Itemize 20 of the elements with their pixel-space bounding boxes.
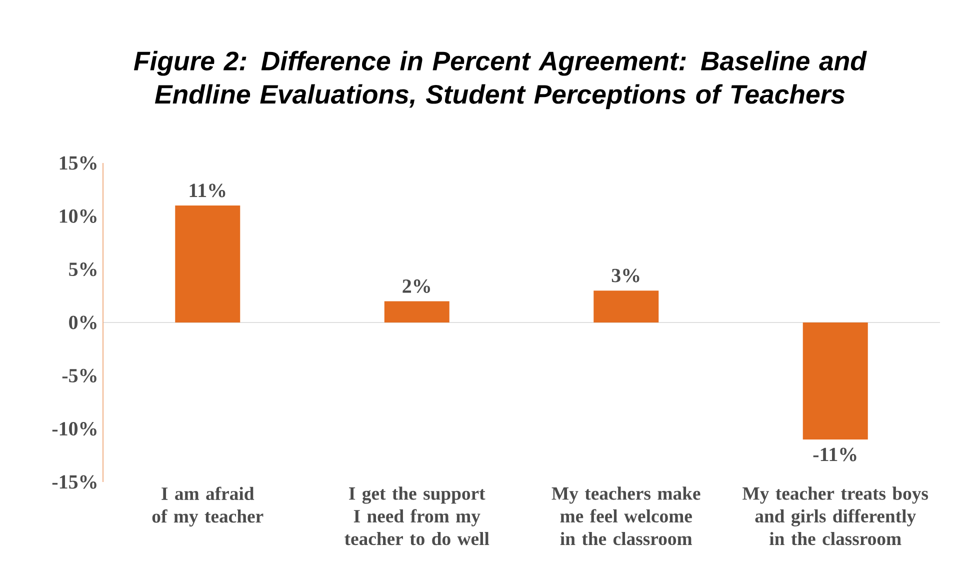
data-label: 3% <box>612 268 640 282</box>
y-tick-label: 0% <box>69 316 96 330</box>
bar <box>594 290 659 322</box>
y-tick-label: 15% <box>60 156 96 170</box>
x-tick-label: I am afraid of my teacher <box>152 486 264 527</box>
bar <box>384 301 450 322</box>
bar <box>802 322 868 440</box>
y-tick-label: 10% <box>60 209 96 223</box>
bar <box>175 206 240 322</box>
x-tick-label: My teacher treats boys and girls differently in the classroom <box>742 486 928 546</box>
x-tick-label: I get the support I need from my teacher to do well <box>344 486 490 546</box>
y-tick-label: -10% <box>52 422 96 436</box>
chart-title: Figure 2: Difference in Percent Agreement: Baseline and Endline Evaluations, Student Perceptions of Teachers <box>134 50 867 110</box>
x-tick-label: My teachers make me feel welcome in the classroom <box>552 486 700 546</box>
y-tick-label: -5% <box>62 368 96 382</box>
data-label: 11% <box>190 184 226 198</box>
data-label: 2% <box>402 279 430 293</box>
data-label: -11% <box>813 448 856 462</box>
y-tick-label: 5% <box>69 262 96 276</box>
y-tick-label: -15% <box>52 475 96 489</box>
